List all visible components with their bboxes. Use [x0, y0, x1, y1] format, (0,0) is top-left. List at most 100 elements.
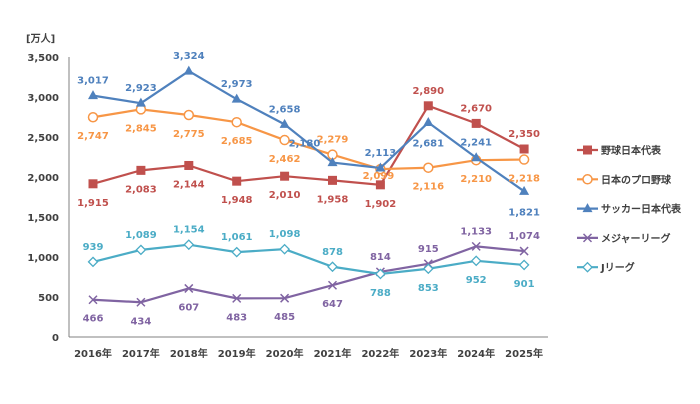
data-point-marker	[375, 180, 385, 190]
data-label: 434	[130, 316, 151, 327]
data-point-marker	[280, 171, 290, 181]
data-label: 814	[370, 252, 391, 263]
data-label: 878	[322, 247, 343, 258]
series-1	[87, 104, 530, 175]
data-point-marker	[183, 65, 194, 75]
legend-item: メジャーリーグ	[577, 232, 671, 245]
data-label: 853	[418, 283, 439, 294]
data-point-marker	[135, 97, 146, 107]
legend-marker	[582, 233, 593, 243]
y-tick-label: 2,000	[27, 173, 59, 184]
data-label: 2,218	[508, 174, 540, 185]
data-label: 1,074	[508, 231, 540, 242]
data-label: 2,890	[412, 86, 444, 97]
data-label: 1,154	[173, 225, 205, 236]
y-tick-label: 0	[52, 333, 59, 344]
data-point-marker	[87, 256, 99, 268]
data-point-marker	[232, 176, 242, 186]
data-label: 2,685	[221, 136, 253, 147]
legend-label: 野球日本代表	[601, 144, 662, 157]
legend-label: サッカー日本代表	[601, 203, 682, 216]
x-tick-label: 2019年	[218, 347, 256, 360]
data-point-marker	[328, 175, 337, 185]
data-point-marker	[471, 118, 481, 128]
data-label: 3,017	[77, 76, 109, 87]
data-label: 1,089	[125, 230, 157, 241]
data-label: 485	[274, 312, 295, 323]
x-tick-label: 2018年	[170, 347, 208, 360]
data-label: 466	[83, 314, 104, 325]
data-label: 915	[418, 244, 439, 255]
data-label: 2,099	[363, 171, 395, 182]
data-point-marker	[423, 101, 433, 111]
data-point-marker	[423, 162, 434, 173]
legend-marker	[582, 261, 593, 273]
y-tick-label: 3,500	[27, 53, 59, 64]
data-point-marker	[183, 109, 195, 121]
data-point-marker	[88, 179, 98, 189]
data-label: 2,462	[269, 154, 301, 165]
data-label: 1,098	[269, 229, 301, 240]
data-label: 1,902	[365, 199, 397, 210]
data-point-marker	[423, 117, 434, 127]
data-point-marker	[519, 246, 529, 256]
data-point-marker	[327, 157, 338, 167]
legend-label: メジャーリーグ	[601, 232, 671, 245]
data-label: 952	[466, 275, 487, 286]
data-point-marker	[87, 111, 99, 123]
legend-marker	[582, 174, 593, 185]
data-point-marker	[279, 118, 290, 128]
data-point-marker	[184, 160, 194, 170]
data-label: 2,210	[460, 174, 492, 185]
data-label: 647	[322, 299, 343, 310]
series-line	[92, 108, 525, 171]
data-label: 2,010	[269, 190, 301, 201]
data-label: 2,775	[173, 129, 205, 140]
x-tick-label: 2024年	[457, 347, 495, 360]
data-label: 2,670	[460, 103, 492, 114]
data-point-marker	[471, 241, 481, 251]
data-label: 3,324	[173, 51, 205, 62]
data-point-marker	[375, 162, 386, 172]
data-label: 1,821	[508, 207, 540, 218]
data-label: 1,958	[317, 194, 349, 205]
data-point-marker	[327, 280, 338, 290]
x-tick-label: 2022年	[361, 347, 399, 360]
data-label: 1,133	[460, 226, 492, 237]
x-tick-label: 2020年	[266, 347, 304, 360]
data-label: 939	[83, 242, 104, 253]
series-line	[92, 245, 525, 304]
data-point-marker	[184, 283, 194, 293]
data-label: 2,116	[412, 182, 444, 193]
x-tick-label: 2021年	[314, 347, 352, 360]
series-2	[88, 65, 530, 195]
data-label: 2,083	[125, 184, 157, 195]
x-tick-label: 2025年	[505, 347, 543, 360]
data-point-marker	[327, 261, 338, 273]
legend-item: Jリーグ	[577, 261, 635, 274]
data-label: 788	[370, 288, 391, 299]
data-point-marker	[519, 185, 530, 195]
data-label: 2,747	[77, 131, 109, 142]
data-label: 2,350	[508, 129, 540, 140]
series-line	[92, 104, 525, 186]
data-point-marker	[231, 93, 242, 103]
data-point-marker	[471, 152, 482, 162]
data-point-marker	[422, 263, 434, 275]
data-point-marker	[232, 293, 242, 303]
data-label: 1,948	[221, 195, 253, 206]
x-tick-label: 2017年	[122, 347, 160, 360]
series-0	[88, 101, 529, 190]
legend-label: Jリーグ	[600, 261, 635, 274]
data-point-marker	[279, 134, 290, 146]
legend-marker	[583, 145, 592, 155]
data-label: 2,845	[125, 123, 157, 134]
legend-item: 日本のプロ野球	[577, 173, 672, 186]
data-point-marker	[519, 144, 529, 154]
data-point-marker	[470, 255, 482, 267]
data-point-marker	[88, 295, 98, 305]
legend-marker	[582, 203, 593, 213]
y-tick-label: 1,000	[27, 253, 59, 264]
legend-item: 野球日本代表	[577, 144, 662, 157]
